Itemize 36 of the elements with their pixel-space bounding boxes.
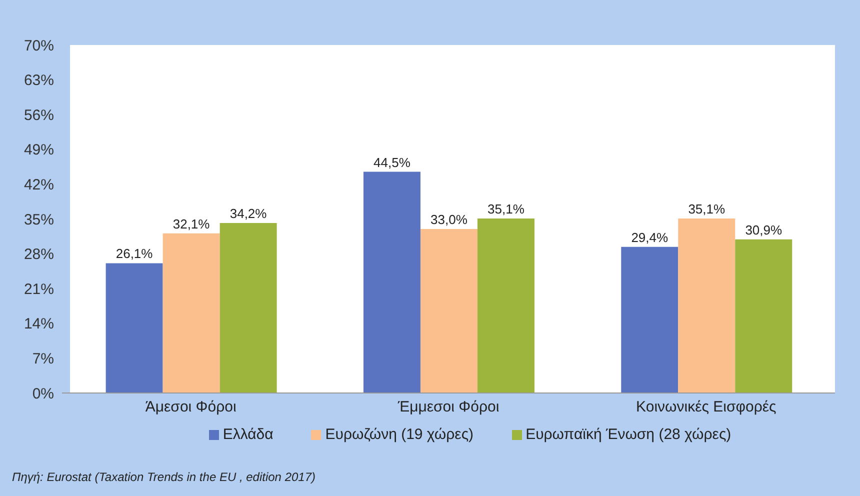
data-label: 29,4% — [631, 230, 668, 245]
y-tick-label: 28% — [24, 246, 54, 264]
y-tick-label: 14% — [24, 316, 54, 333]
bar — [678, 218, 736, 393]
data-label: 30,9% — [745, 222, 782, 238]
data-label: 35,1% — [688, 202, 726, 217]
bar — [162, 233, 220, 393]
text: Πηγή: Eurostat (Taxation Trends in the EU , edition 2017) — [12, 470, 316, 484]
y-tick-label: 35% — [24, 211, 54, 228]
y-tick-label: 7% — [32, 350, 54, 368]
data-label: 35,1% — [488, 202, 525, 217]
x-tick-label: Άμεσοι Φόροι — [145, 398, 236, 416]
bar — [735, 239, 792, 393]
bar — [621, 246, 678, 393]
bar — [106, 263, 163, 393]
y-tick-label: 56% — [24, 106, 54, 124]
data-label: 32,1% — [172, 216, 210, 232]
y-tick-label: 63% — [24, 72, 54, 90]
legend-label: Ευρωπαϊκή Ένωση (28 χώρες) — [526, 426, 732, 443]
data-label: 34,2% — [230, 206, 268, 221]
y-tick-label: 42% — [24, 176, 54, 194]
bar — [420, 228, 478, 393]
y-tick-label: 49% — [24, 142, 54, 159]
data-label: 44,5% — [374, 154, 411, 170]
bar — [477, 218, 534, 393]
y-tick-label: 70% — [24, 37, 54, 54]
x-tick-label: Κοινωνικές Εισφορές — [636, 398, 776, 416]
legend-label: Ευρωζώνη (19 χώρες) — [325, 426, 474, 443]
bar — [220, 222, 277, 393]
data-label: 33,0% — [430, 212, 468, 227]
legend-label: Ελλάδα — [222, 426, 274, 443]
data-label: 26,1% — [116, 246, 154, 262]
x-tick-label: Έμμεσοι Φόροι — [396, 398, 500, 416]
bar — [363, 172, 420, 393]
y-tick-label: 0% — [32, 385, 54, 402]
y-tick-label: 21% — [24, 280, 54, 298]
